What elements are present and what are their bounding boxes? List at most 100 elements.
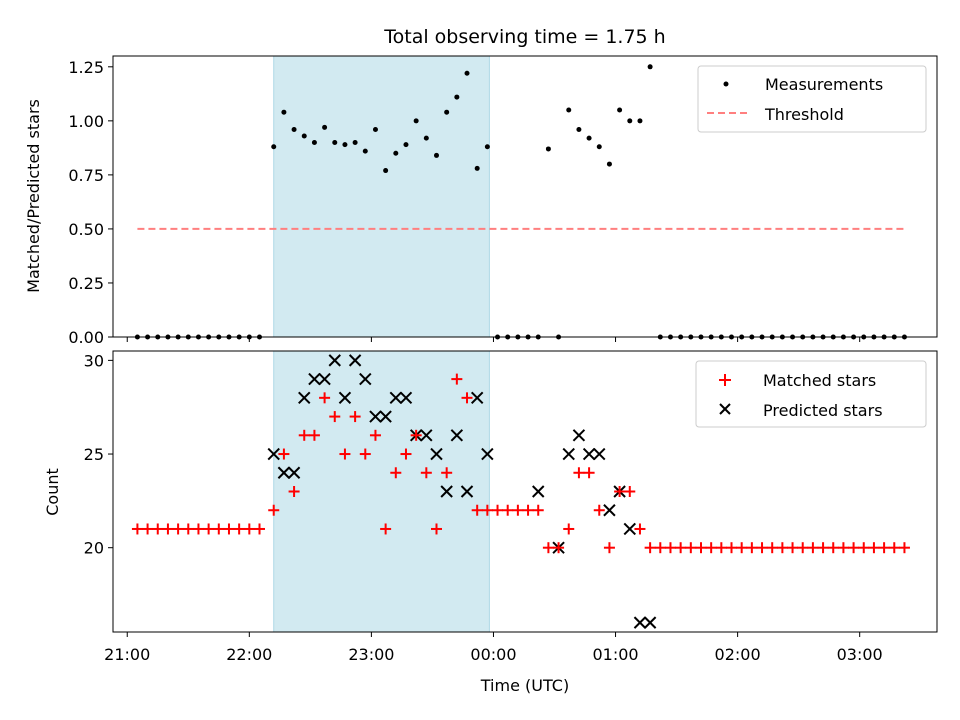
matched-point xyxy=(278,448,290,460)
shaded-region xyxy=(273,55,490,338)
y-tick-label: 1.00 xyxy=(68,112,104,131)
measurement-point xyxy=(393,150,399,156)
matched-point xyxy=(837,542,849,554)
matched-point xyxy=(192,523,204,535)
x-tick-label: 02:00 xyxy=(715,645,761,664)
measurement-point xyxy=(617,107,623,113)
matched-point xyxy=(203,523,215,535)
matched-point xyxy=(614,486,626,497)
predicted-point xyxy=(287,466,301,479)
y-tick-label: 30 xyxy=(84,351,104,370)
chart-title: Total observing time = 1.75 h xyxy=(383,26,665,48)
matched-point xyxy=(858,542,870,554)
matched-point xyxy=(532,504,544,516)
predicted-point xyxy=(338,391,352,405)
measurement-point xyxy=(301,133,307,139)
matched-point xyxy=(288,486,300,497)
matched-point xyxy=(522,504,534,516)
legend-marker-predicted xyxy=(719,403,731,415)
x-tick-label: 00:00 xyxy=(470,645,516,664)
matched-point xyxy=(715,542,727,554)
y-tick-label: 20 xyxy=(84,539,104,558)
measurement-point xyxy=(576,126,582,132)
measurement-point xyxy=(627,118,633,124)
matched-point xyxy=(634,523,646,535)
measurement-point xyxy=(454,94,460,100)
y-tick-label: 25 xyxy=(84,445,104,464)
predicted-point xyxy=(470,391,484,405)
bottom-legend: Matched stars Predicted stars xyxy=(695,360,927,428)
matched-point xyxy=(420,467,432,479)
measurement-point xyxy=(566,107,572,113)
matched-point xyxy=(400,448,412,460)
measurement-point xyxy=(271,144,277,150)
predicted-point xyxy=(623,522,636,536)
matched-point xyxy=(390,467,402,479)
y-tick-label: 1.25 xyxy=(68,58,104,77)
predicted-point xyxy=(318,372,331,386)
measurement-point xyxy=(413,118,419,124)
predicted-point xyxy=(359,372,372,386)
predicted-point xyxy=(562,447,575,461)
measurement-point xyxy=(647,64,653,70)
bottom-y-axis-label: Count xyxy=(43,468,62,516)
y-tick-label: 0.75 xyxy=(68,166,104,185)
top-x-ticks xyxy=(126,337,861,342)
x-tick-label: 22:00 xyxy=(226,645,272,664)
matched-point xyxy=(243,523,255,535)
predicted-point xyxy=(277,466,291,479)
predicted-point xyxy=(399,391,413,405)
predicted-point xyxy=(440,485,453,498)
matched-point xyxy=(685,542,697,554)
matched-point xyxy=(182,523,194,535)
matched-point xyxy=(624,486,636,497)
matched-point xyxy=(746,542,758,554)
matched-point xyxy=(253,523,265,535)
matched-point xyxy=(268,504,280,516)
matched-point xyxy=(172,523,184,535)
matched-point xyxy=(349,411,361,423)
measurement-point xyxy=(474,165,480,171)
matched-point xyxy=(233,523,245,535)
measurement-point xyxy=(311,139,317,145)
matched-point xyxy=(888,542,900,554)
predicted-point xyxy=(633,616,647,629)
matched-point xyxy=(369,429,381,441)
matched-point xyxy=(583,467,595,479)
matched-point xyxy=(441,467,453,479)
matched-point xyxy=(152,523,164,535)
predicted-point xyxy=(450,429,464,442)
x-tick-label: 21:00 xyxy=(104,645,150,664)
legend-label-matched: Matched stars xyxy=(763,371,876,390)
top-y-axis-label: Matched/Predicted stars xyxy=(24,99,43,293)
matched-point xyxy=(308,429,320,441)
matched-point xyxy=(664,542,676,554)
measurement-point xyxy=(322,124,328,130)
matched-point xyxy=(213,523,225,535)
matched-point xyxy=(675,542,687,554)
measurement-point xyxy=(464,70,470,76)
x-axis-label: Time (UTC) xyxy=(480,676,569,695)
matched-point xyxy=(726,542,738,554)
matched-point xyxy=(644,542,656,554)
measurement-point xyxy=(433,152,439,158)
bottom-panel: 20 25 30 21:00 22:00 23:00 00:00 01:00 02:00 03:… xyxy=(43,350,938,695)
observing-window xyxy=(273,350,490,633)
matched-point xyxy=(410,429,422,441)
predicted-point xyxy=(582,447,596,461)
predicted-point xyxy=(481,447,494,461)
measurement-point xyxy=(444,109,450,115)
bottom-x-axis: 21:00 22:00 23:00 00:00 01:00 02:00 03:00 xyxy=(104,632,883,664)
x-tick-label: 03:00 xyxy=(837,645,883,664)
predicted-point xyxy=(420,429,433,442)
top-y-axis: 0.00 0.25 0.50 0.75 1.00 1.25 xyxy=(68,58,113,347)
bottom-y-axis: 20 25 30 xyxy=(84,351,113,558)
matched-point xyxy=(827,542,839,554)
legend-label-predicted: Predicted stars xyxy=(763,401,883,420)
measurement-point xyxy=(637,118,643,124)
x-tick-label: 23:00 xyxy=(348,645,394,664)
matched-point xyxy=(603,542,615,554)
matched-point xyxy=(451,373,463,385)
matched-point xyxy=(380,523,392,535)
